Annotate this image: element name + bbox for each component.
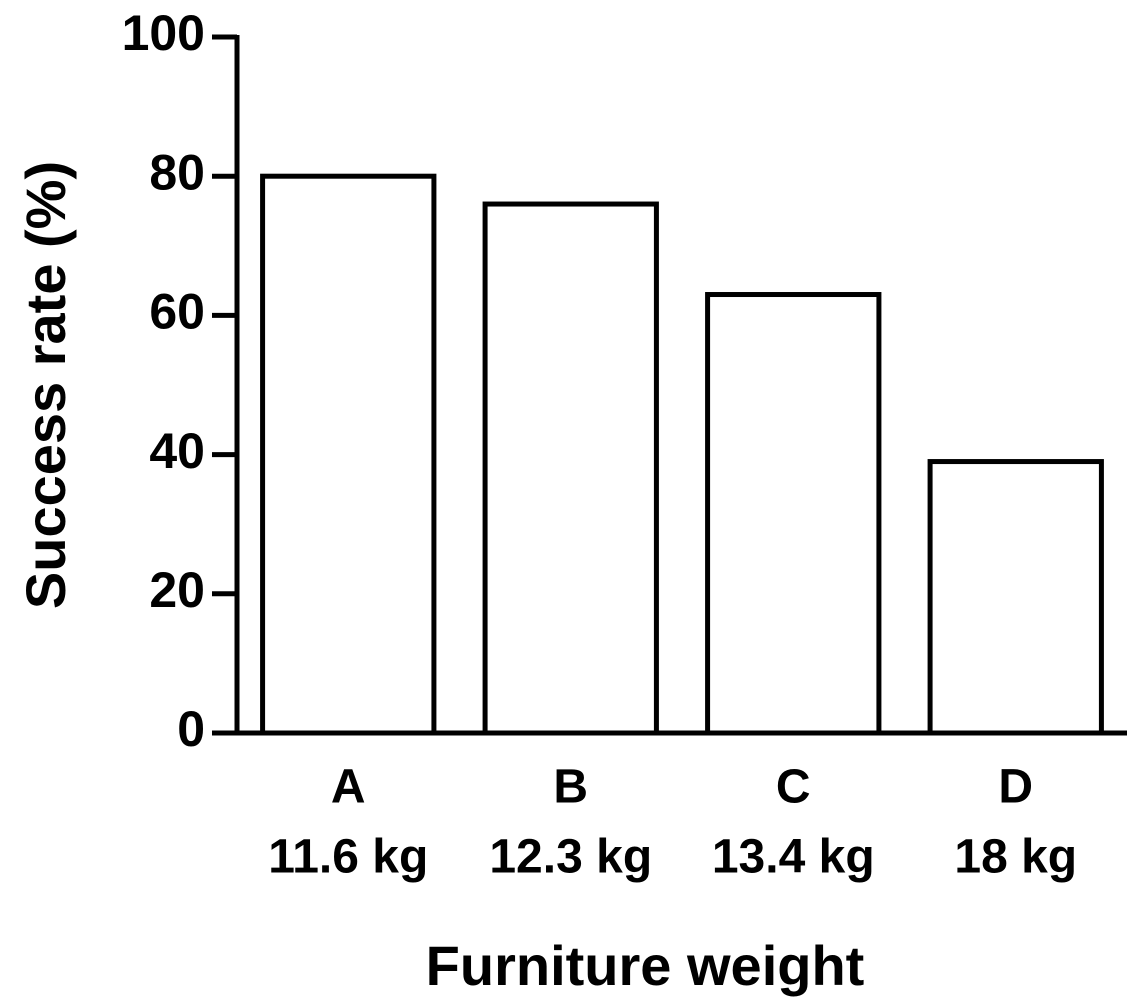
bar bbox=[482, 201, 659, 736]
y-tick-label: 40 bbox=[149, 423, 205, 479]
x-tick-sublabel: 18 kg bbox=[954, 831, 1077, 884]
x-axis-title: Furniture weight bbox=[426, 934, 865, 997]
y-axis-title: Success rate (%) bbox=[14, 161, 77, 609]
x-tick-sublabel: 11.6 kg bbox=[268, 831, 428, 884]
x-tick-label: A bbox=[331, 761, 366, 814]
bar bbox=[927, 459, 1104, 736]
y-tick-label: 60 bbox=[149, 284, 205, 340]
bar bbox=[705, 292, 882, 736]
x-tick-label: B bbox=[553, 761, 588, 814]
bar bbox=[260, 173, 437, 736]
x-tick-label: C bbox=[776, 761, 811, 814]
y-tick-label: 0 bbox=[177, 701, 205, 757]
y-tick-label: 20 bbox=[149, 562, 205, 618]
x-tick-sublabel: 12.3 kg bbox=[489, 831, 652, 884]
y-tick-label: 80 bbox=[149, 144, 205, 200]
x-tick-label: D bbox=[998, 761, 1033, 814]
x-tick-sublabel: 13.4 kg bbox=[712, 831, 875, 884]
y-tick-label: 100 bbox=[122, 5, 205, 61]
